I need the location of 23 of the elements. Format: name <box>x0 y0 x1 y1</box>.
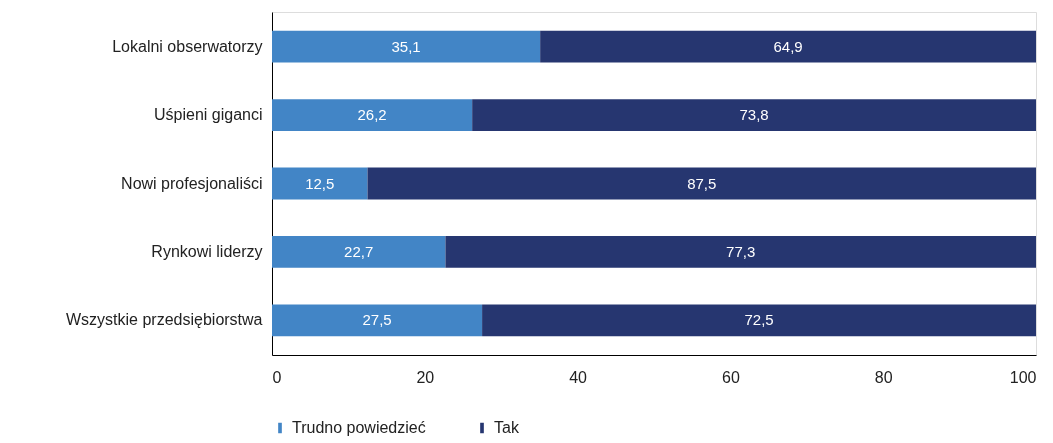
data-label: 87,5 <box>687 174 717 192</box>
data-label: 35,1 <box>391 37 421 55</box>
x-tick-label: 40 <box>569 368 588 386</box>
y-tick-label: Lokalni obserwatorzy <box>112 37 263 55</box>
y-tick-label: Nowi profesjonaliści <box>121 174 263 192</box>
legend-label: Tak <box>494 419 520 436</box>
x-tick-label: 20 <box>416 368 435 386</box>
x-tick-label: 80 <box>874 368 893 386</box>
data-label: 26,2 <box>357 106 387 124</box>
x-tick-label: 60 <box>722 368 740 386</box>
y-tick-label: Wszystkie przedsiębiorstwa <box>66 311 263 329</box>
data-label: 64,9 <box>773 37 803 55</box>
y-tick-label: Rynkowi liderzy <box>151 242 263 260</box>
x-tick-label: 100 <box>1009 368 1037 386</box>
data-label: 22,7 <box>344 242 374 260</box>
data-label: 27,5 <box>362 311 392 329</box>
data-label: 77,3 <box>726 242 756 260</box>
legend-label: Trudno powiedzieć <box>292 419 426 436</box>
data-label: 12,5 <box>305 174 335 192</box>
y-tick-label: Uśpieni giganci <box>153 106 263 124</box>
data-label: 73,8 <box>739 106 769 124</box>
data-label: 72,5 <box>744 311 774 329</box>
x-tick-label: 0 <box>272 368 282 386</box>
